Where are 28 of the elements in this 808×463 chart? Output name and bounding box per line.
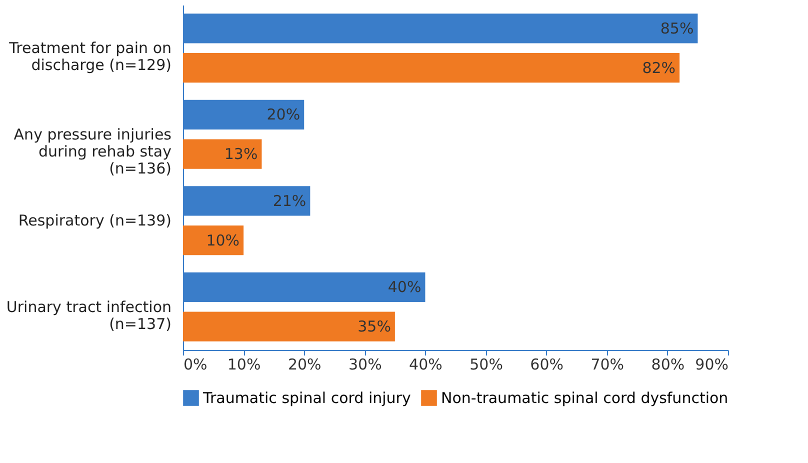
x-tick-label: 50%	[470, 356, 503, 374]
bar	[183, 139, 262, 169]
x-tick-label: 20%	[288, 356, 322, 374]
data-label: 13%	[224, 145, 258, 164]
x-tick-label: 30%	[348, 356, 382, 374]
legend-label: Traumatic spinal cord injury	[202, 389, 411, 407]
x-tick-label: 90%	[695, 356, 728, 374]
x-tick-label: 70%	[590, 356, 624, 374]
data-label: 10%	[206, 231, 240, 250]
x-tick-label: 40%	[409, 356, 442, 374]
bar	[183, 53, 680, 83]
y-tick-label: Respiratory (n=139)	[18, 212, 172, 230]
y-tick-label: Urinary tract infection (n=137)	[6, 298, 172, 333]
data-label: 21%	[272, 192, 306, 210]
y-tick-label: Treatment for pain on discharge (n=129)	[8, 39, 172, 74]
data-label: 20%	[266, 106, 300, 124]
data-label: 82%	[642, 58, 676, 77]
data-label: 85%	[660, 19, 694, 38]
x-tick-label: 60%	[530, 356, 564, 374]
x-tick-label: 80%	[651, 356, 685, 374]
x-tick-label: 0%	[184, 356, 208, 374]
bar	[183, 312, 395, 342]
data-label: 35%	[358, 318, 391, 336]
legend-label: Non-traumatic spinal cord dysfunction	[441, 389, 728, 407]
bar	[183, 226, 244, 256]
y-tick-label: Any pressure injuries during rehab stay (n=136)	[14, 125, 172, 178]
data-label: 40%	[388, 278, 422, 296]
x-tick-label: 10%	[227, 356, 261, 374]
